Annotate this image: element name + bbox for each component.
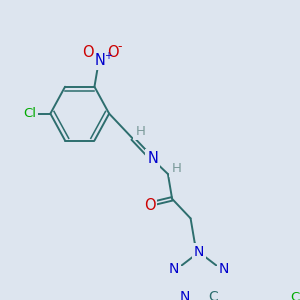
Text: O: O — [144, 199, 155, 214]
Text: N: N — [219, 262, 229, 276]
Text: H: H — [171, 162, 181, 175]
Text: Cl: Cl — [290, 291, 300, 300]
Text: N: N — [194, 245, 204, 259]
Text: O: O — [82, 46, 94, 61]
Text: O: O — [107, 46, 119, 61]
Text: C: C — [208, 290, 218, 300]
Text: +: + — [104, 51, 112, 61]
Text: N: N — [180, 290, 190, 300]
Text: N: N — [169, 262, 179, 276]
Text: N: N — [95, 52, 106, 68]
Text: N: N — [147, 152, 158, 166]
Text: -: - — [117, 40, 122, 53]
Text: Cl: Cl — [23, 107, 36, 120]
Text: H: H — [135, 125, 145, 138]
